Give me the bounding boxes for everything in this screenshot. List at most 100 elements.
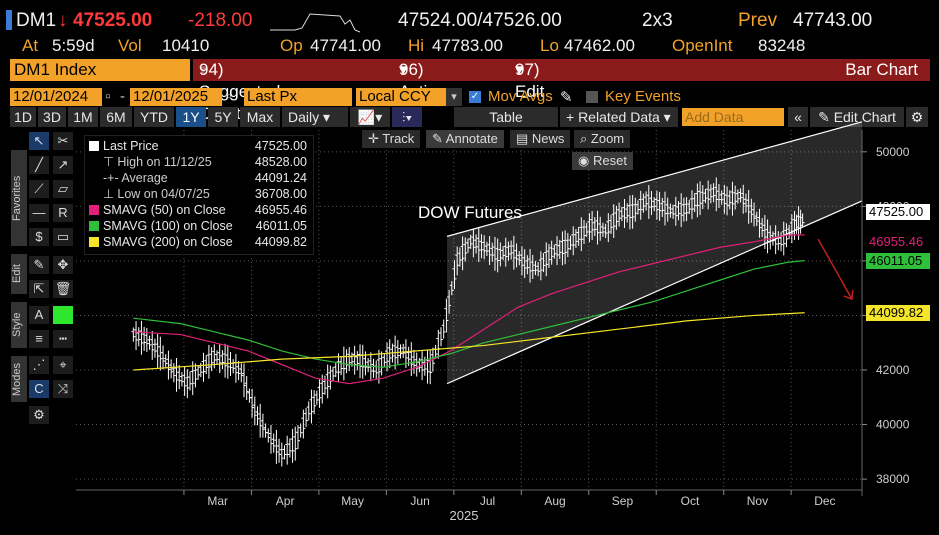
horizontal-line-icon[interactable]: — [29,204,49,222]
low-value: 47462.00 [564,36,635,55]
bar-chart-icon[interactable]: ⫶▾ [392,107,422,127]
trend-channel [446,121,863,385]
legend-sma-100[interactable]: SMAVG (100) on Close 46011.05 [89,218,311,234]
y-tick-label: 50000 [876,145,910,159]
crosshair-icon[interactable]: ⌖ [53,356,73,374]
magnet-icon[interactable]: C [29,380,49,398]
pencil-icon[interactable]: ✎ [560,89,573,106]
y-tick-label: 42000 [876,363,910,377]
brush-icon[interactable]: ✎ [29,256,49,274]
open-interest-label: OpenInt [672,36,733,55]
quote-header: DM1 ↓ 47525.00 -218.00 47524.00/47526.00… [0,8,939,36]
select-icon[interactable]: ⇱ [29,280,49,298]
text-style-icon[interactable]: A [29,306,49,324]
line-chart-icon[interactable]: 📈▾ [350,107,390,127]
line-weight-icon[interactable]: ≡ [29,330,49,348]
tag-sma-200: 44099.82 [866,304,930,321]
year-label: 2025 [450,508,479,523]
period-3d[interactable]: 3D [38,107,66,127]
reset-button[interactable]: ◉ Reset [572,152,633,170]
channel-tool-icon[interactable]: ▱ [53,180,73,198]
high-label: Hi [408,36,425,55]
calendar-icon[interactable]: ▫ [226,88,232,105]
mov-avgs-label: Mov Avgs [488,88,553,105]
chart-legend: Last Price 47525.00 ⊤ High on 11/12/25 485… [84,135,314,255]
fib-tool-icon[interactable]: $ [29,228,49,246]
zoom-button[interactable]: ⌕ Zoom [574,130,631,148]
at-time: 5:59d [52,36,95,55]
open-interest-value: 83248 [758,36,806,55]
trend-arrow [817,238,853,300]
line-tool-icon[interactable]: ╱ [29,156,49,174]
color-swatch-icon[interactable] [53,306,73,324]
period-1y[interactable]: 1Y [176,107,206,127]
channel-fill [447,121,862,384]
prev-label: Prev [738,10,778,31]
mov-avgs-checkbox[interactable]: ✓ [469,91,481,103]
legend-last-price[interactable]: Last Price 47525.00 [89,138,311,154]
add-data-input[interactable]: Add Data [682,108,784,126]
vol-value: 10410 [162,36,210,55]
start-date-input[interactable]: 12/01/2024 [10,88,102,106]
legend-sma-50[interactable]: SMAVG (50) on Close 46955.46 [89,202,311,218]
segment-tool-icon[interactable]: ⟋ [29,180,49,198]
period-ytd[interactable]: YTD [134,107,174,127]
tag-last-price: 47525.00 [866,204,930,221]
sparkline [270,13,360,33]
rectangle-tool-icon[interactable]: ▭ [53,228,73,246]
y-tick-label: 38000 [876,472,910,486]
legend-sma-200[interactable]: SMAVG (200) on Close 44099.82 [89,234,311,250]
currency-select[interactable]: Local CCY [356,88,460,106]
annotate-button[interactable]: ✎ Annotate [426,130,504,148]
price-series [131,177,805,467]
down-arrow-icon: ↓ [58,10,68,31]
security-field[interactable]: DM1 Index [10,59,190,81]
open-label: Op [280,36,303,55]
channel-lower-line [446,200,863,385]
period-1d[interactable]: 1D [10,107,36,127]
chart-grid [76,130,862,490]
settings-gear-icon[interactable]: ⚙ [906,107,928,127]
news-button[interactable]: ▤ News [510,130,571,148]
trash-icon[interactable]: 🗑 [53,280,73,298]
edit-chart-button[interactable]: ✎ Edit Chart [810,107,904,127]
price-field-select[interactable]: Last Px [244,88,352,106]
key-events-label: Key Events [605,88,681,105]
retracement-tool-icon[interactable]: R [53,204,73,222]
high-value: 47783.00 [432,36,503,55]
snap-icon[interactable]: ⤨ [53,380,73,398]
track-button[interactable]: ✛ Track [362,130,421,148]
end-date-input[interactable]: 12/01/2025 [130,88,222,106]
ticker-marker [6,10,12,30]
period-6m[interactable]: 6M [100,107,132,127]
table-button[interactable]: Table [454,107,558,127]
x-tick-label: Sep [612,494,634,508]
related-data-button[interactable]: + Related Data ▾ [560,107,678,127]
moving-averages [133,234,805,385]
frequency-select[interactable]: Daily ▾ [282,107,348,127]
move-icon[interactable]: ✥ [53,256,73,274]
legend-low: ⊥ Low on 04/07/25 36708.00 [103,187,307,201]
period-max[interactable]: Max [240,107,280,127]
price-change: -218.00 [188,10,253,31]
period-1m[interactable]: 1M [68,107,98,127]
calendar-icon[interactable]: ▫ [105,88,111,105]
bid-ask-size: 2x3 [642,10,673,31]
currency-dropdown-icon[interactable]: ▾ [446,88,462,106]
edit-menu[interactable]: 97) Edit ▾ [515,60,545,101]
y-tick-label: 40000 [876,418,910,432]
x-tick-label: May [341,494,364,508]
collapse-icon[interactable]: « [788,107,808,127]
input-row: 12/01/2024 ▫ - 12/01/2025 ▫ Last Px Loca… [10,88,930,108]
period-5y[interactable]: 5Y [208,107,238,127]
key-events-checkbox[interactable] [586,91,598,103]
cursor-icon[interactable]: ↖ [29,132,49,150]
line-style-icon[interactable]: ┅ [53,330,73,348]
ray-tool-icon[interactable]: ↗ [53,156,73,174]
scissors-icon[interactable]: ✂ [53,132,73,150]
x-tick-label: Nov [747,494,768,508]
x-tick-label: Aug [544,494,565,508]
gear-icon[interactable]: ⚙ [29,406,49,424]
dotted-line-icon[interactable]: ⋰ [29,356,49,374]
